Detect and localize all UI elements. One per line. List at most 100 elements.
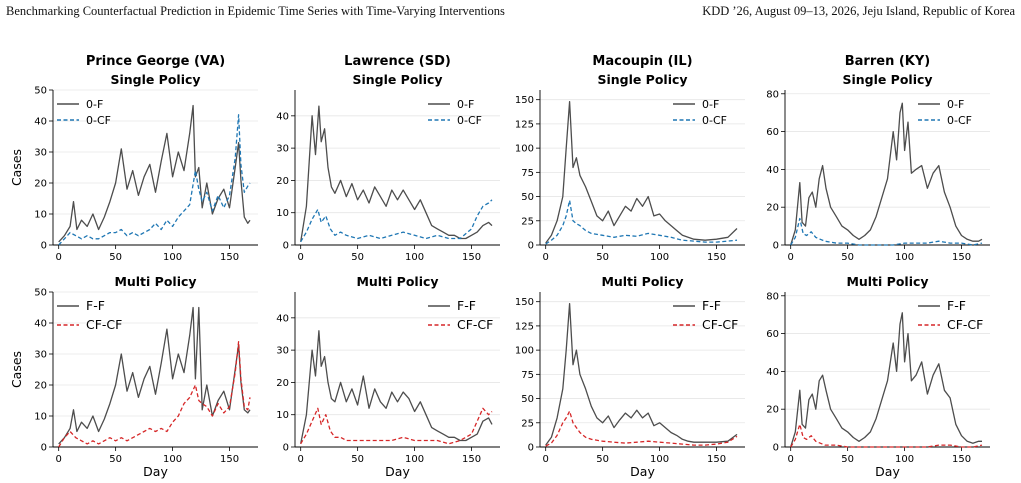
x-tick-label: 150 xyxy=(220,252,239,263)
x-tick-label: 100 xyxy=(163,454,182,465)
x-tick-label: 150 xyxy=(462,454,481,465)
legend-label: 0-F xyxy=(947,98,964,111)
y-tick-label: 10 xyxy=(34,210,47,221)
x-tick-label: 50 xyxy=(109,454,122,465)
x-tick-label: 0 xyxy=(788,454,794,465)
panel-title: Single Policy xyxy=(352,72,442,87)
x-tick-label: 100 xyxy=(895,454,914,465)
series-line-cf-cf xyxy=(58,340,251,448)
y-tick-label: 20 xyxy=(276,378,289,389)
x-tick-label: 50 xyxy=(596,252,609,263)
region-title: Prince George (VA) xyxy=(86,54,225,69)
legend-label: 0-CF xyxy=(86,114,111,127)
legend: F-F CF-CF xyxy=(673,298,738,332)
y-tick-label: 20 xyxy=(34,179,47,190)
y-tick-label: 10 xyxy=(276,208,289,219)
x-tick-label: 150 xyxy=(220,454,239,465)
series-line-cf-cf xyxy=(300,407,493,445)
legend-label: F-F xyxy=(457,298,476,313)
y-tick-label: 80 xyxy=(766,89,779,100)
legend-label: 0-F xyxy=(457,98,474,111)
region-title: Lawrence (SD) xyxy=(344,54,451,69)
series-line-f-f xyxy=(58,306,251,445)
y-tick-label: 20 xyxy=(766,405,779,416)
chart-panel-7: Multi Policy 0 25 50 75 100 125 150 0 50 100 150 Day… xyxy=(515,274,745,479)
y-tick-label: 40 xyxy=(276,111,289,122)
y-tick-label: 30 xyxy=(276,346,289,357)
x-tick-label: 100 xyxy=(405,454,424,465)
y-tick-label: 60 xyxy=(766,329,779,340)
y-tick-label: 75 xyxy=(521,168,534,179)
x-tick-label: 100 xyxy=(895,252,914,263)
chart-panel-3: Macoupin (IL) Single Policy 0 25 50 75 100 125 1… xyxy=(515,54,745,263)
y-tick-label: 0 xyxy=(41,443,47,454)
page-header-title: Benchmarking Counterfactual Prediction i… xyxy=(6,4,505,18)
chart-panel-4: Barren (KY) Single Policy 0 20 40 60 80 0 50 100 1… xyxy=(766,54,990,263)
y-tick-label: 50 xyxy=(34,288,47,299)
y-tick-label: 40 xyxy=(766,165,779,176)
y-tick-label: 0 xyxy=(283,241,289,252)
panel-title: Multi Policy xyxy=(114,274,196,289)
panel-title: Multi Policy xyxy=(846,274,928,289)
y-tick-label: 50 xyxy=(521,394,534,405)
series-line-0-cf xyxy=(300,199,493,243)
x-tick-label: 50 xyxy=(351,252,364,263)
series-line-cf-cf xyxy=(790,423,983,448)
y-tick-label: 125 xyxy=(515,119,534,130)
legend-label: 0-CF xyxy=(457,114,482,127)
y-tick-label: 0 xyxy=(773,241,779,252)
y-tick-label: 0 xyxy=(528,443,534,454)
x-tick-label: 50 xyxy=(109,252,122,263)
legend-label: F-F xyxy=(702,298,721,313)
legend-label: 0-CF xyxy=(947,114,972,127)
legend: 0-F 0-CF xyxy=(57,98,111,127)
legend: F-F CF-CF xyxy=(57,298,122,332)
series-line-0-f xyxy=(58,104,251,243)
y-tick-label: 0 xyxy=(41,241,47,252)
x-tick-label: 0 xyxy=(56,454,62,465)
series-line-f-f xyxy=(300,330,493,444)
legend: 0-F 0-CF xyxy=(918,98,972,127)
series-line-0-cf xyxy=(790,217,983,246)
legend: F-F CF-CF xyxy=(428,298,493,332)
y-tick-label: 40 xyxy=(276,313,289,324)
chart-panel-1: Prince George (VA) Single Policy 0 10 20 30 40… xyxy=(9,54,258,263)
x-tick-label: 100 xyxy=(163,252,182,263)
x-tick-label: 50 xyxy=(351,454,364,465)
x-axis-label: Day xyxy=(630,464,655,479)
y-tick-label: 100 xyxy=(515,144,534,155)
y-tick-label: 20 xyxy=(766,203,779,214)
chart-panel-5: Multi Policy 0 10 20 30 40 50 0 50 100 150 Cases Day… xyxy=(9,274,258,479)
panel-title: Multi Policy xyxy=(356,274,438,289)
legend: 0-F 0-CF xyxy=(428,98,482,127)
x-tick-label: 0 xyxy=(788,252,794,263)
y-tick-label: 30 xyxy=(276,144,289,155)
x-axis-label: Day xyxy=(143,464,168,479)
y-tick-label: 0 xyxy=(283,443,289,454)
y-tick-label: 10 xyxy=(34,412,47,423)
chart-panel-8: Multi Policy 0 20 40 60 80 0 50 100 150 Day F-F CF-C… xyxy=(766,274,990,479)
panel-title: Multi Policy xyxy=(601,274,683,289)
region-title: Macoupin (IL) xyxy=(592,54,692,69)
legend-label: F-F xyxy=(86,298,105,313)
series-line-cf-cf xyxy=(545,410,738,447)
x-tick-label: 50 xyxy=(841,454,854,465)
x-tick-label: 150 xyxy=(707,252,726,263)
x-tick-label: 0 xyxy=(298,454,304,465)
series-line-0-f xyxy=(545,100,738,244)
y-tick-label: 60 xyxy=(766,127,779,138)
x-tick-label: 0 xyxy=(56,252,62,263)
legend-label: 0-F xyxy=(702,98,719,111)
x-tick-label: 50 xyxy=(596,454,609,465)
y-tick-label: 25 xyxy=(521,216,534,227)
legend: 0-F 0-CF xyxy=(673,98,727,127)
legend-label: 0-CF xyxy=(702,114,727,127)
legend-label: CF-CF xyxy=(947,317,983,332)
x-tick-label: 150 xyxy=(707,454,726,465)
y-axis-label: Cases xyxy=(9,351,24,388)
chart-panel-6: Multi Policy 0 10 20 30 40 0 50 100 150 Day F-F CF-C… xyxy=(276,274,500,479)
legend-label: F-F xyxy=(947,298,966,313)
x-tick-label: 100 xyxy=(405,252,424,263)
y-axis-label: Cases xyxy=(9,149,24,186)
